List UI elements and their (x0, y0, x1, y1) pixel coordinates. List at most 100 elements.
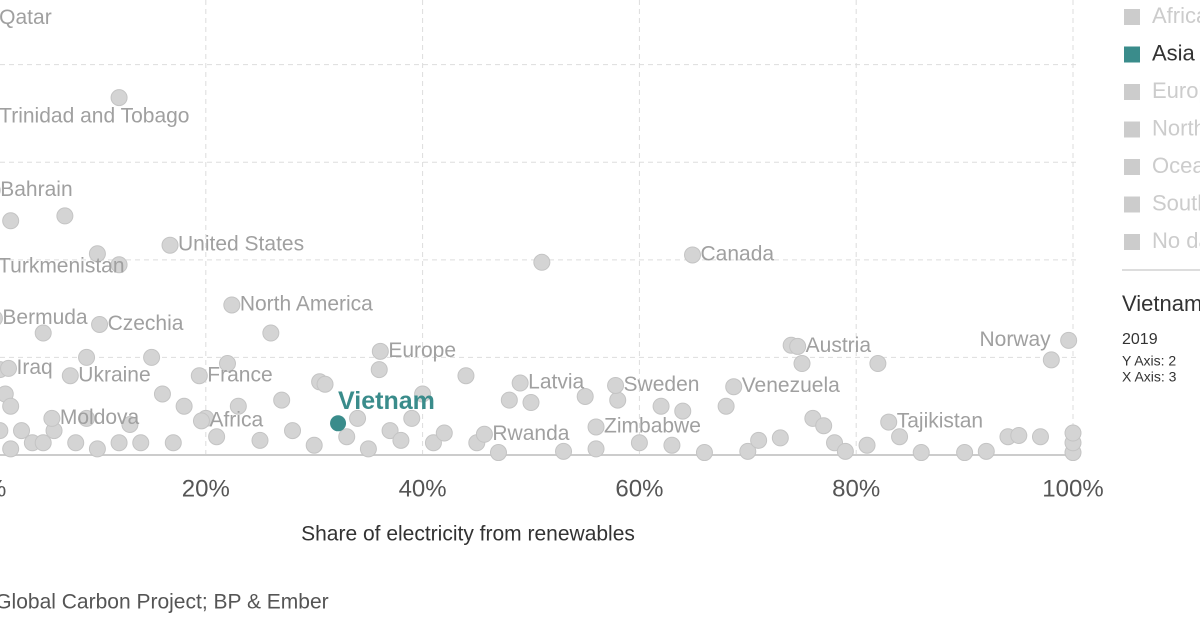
point-label: Norway (979, 328, 1051, 351)
point (91, 315, 109, 333)
legend-swatch (1124, 234, 1140, 250)
x-tick-label: 0% (0, 475, 6, 502)
point (607, 376, 625, 394)
point-label: Tajikistan (897, 410, 983, 433)
point-label: Turkmenistan (0, 255, 125, 278)
point (208, 428, 226, 446)
point (489, 444, 507, 462)
point (500, 391, 518, 409)
point (305, 436, 323, 454)
point (789, 337, 807, 355)
legend-label: North America (1152, 115, 1200, 140)
point (424, 434, 442, 452)
point (262, 324, 280, 342)
point (771, 429, 789, 447)
point-label: Czechia (108, 312, 184, 335)
point (815, 417, 833, 435)
point (414, 385, 432, 403)
point-label: Europe (388, 339, 456, 362)
point-label: France (207, 363, 272, 386)
point-label: United States (178, 233, 304, 256)
x-tick-label: 20% (182, 475, 230, 502)
point-label: Ukraine (78, 363, 150, 386)
legend-label: Oceania (1152, 153, 1200, 178)
point (717, 397, 735, 415)
point-label: Trinidad and Tobago (0, 105, 189, 128)
point (56, 207, 74, 225)
panel-line: Y Axis: 2 (1122, 353, 1176, 369)
point (78, 409, 96, 427)
point (34, 324, 52, 342)
point (533, 253, 551, 271)
point (192, 412, 210, 430)
point (190, 367, 208, 385)
legend-label: Europe (1152, 78, 1200, 103)
point (869, 355, 887, 373)
point (110, 434, 128, 452)
legend-label: No data (1152, 228, 1200, 253)
point (43, 409, 61, 427)
point (1010, 426, 1028, 444)
point (316, 375, 334, 393)
legend-label: Africa (1152, 3, 1200, 28)
point (0, 311, 3, 325)
point (381, 422, 399, 440)
point (78, 348, 96, 366)
point-label: Canada (701, 242, 775, 265)
point (674, 402, 692, 420)
legend-label: South America (1152, 190, 1200, 215)
point (61, 367, 79, 385)
point (630, 434, 648, 452)
point (1064, 424, 1082, 442)
legend-swatch (1124, 9, 1140, 25)
x-tick-label: 60% (615, 475, 663, 502)
point (161, 236, 179, 254)
point (576, 387, 594, 405)
point (153, 385, 171, 403)
point (392, 431, 410, 449)
x-tick-label: 40% (399, 475, 447, 502)
point (522, 394, 540, 412)
point (912, 444, 930, 462)
highlight-point (330, 415, 347, 432)
point (13, 422, 31, 440)
point (218, 355, 236, 373)
point (273, 391, 291, 409)
point (223, 296, 241, 314)
point-label: Iraq (17, 356, 53, 379)
point (511, 374, 529, 392)
x-tick-label: 80% (832, 475, 880, 502)
point (0, 359, 18, 377)
point (695, 444, 713, 462)
point (359, 440, 377, 458)
point-label: Bermuda (2, 306, 88, 329)
point (793, 355, 811, 373)
point (88, 245, 106, 263)
point (555, 442, 573, 460)
point (229, 397, 247, 415)
point-label: Zimbabwe (604, 414, 701, 437)
point (663, 436, 681, 454)
point-label: Sweden (624, 373, 700, 396)
point (370, 361, 388, 379)
point (1031, 428, 1049, 446)
highlight-label: Vietnam (338, 387, 435, 415)
point (587, 440, 605, 458)
point (2, 212, 20, 230)
point (475, 425, 493, 443)
point (132, 434, 150, 452)
point-label: Bahrain (0, 178, 72, 201)
point (88, 440, 106, 458)
point (110, 256, 128, 274)
legend-swatch (1124, 121, 1140, 138)
point (164, 434, 182, 452)
point (684, 246, 702, 264)
point (67, 434, 85, 452)
legend-swatch (1124, 196, 1140, 213)
point (371, 342, 389, 360)
point (284, 422, 302, 440)
x-axis-label: Share of electricity from renewables (301, 523, 635, 546)
point-label: Africa (209, 408, 263, 431)
